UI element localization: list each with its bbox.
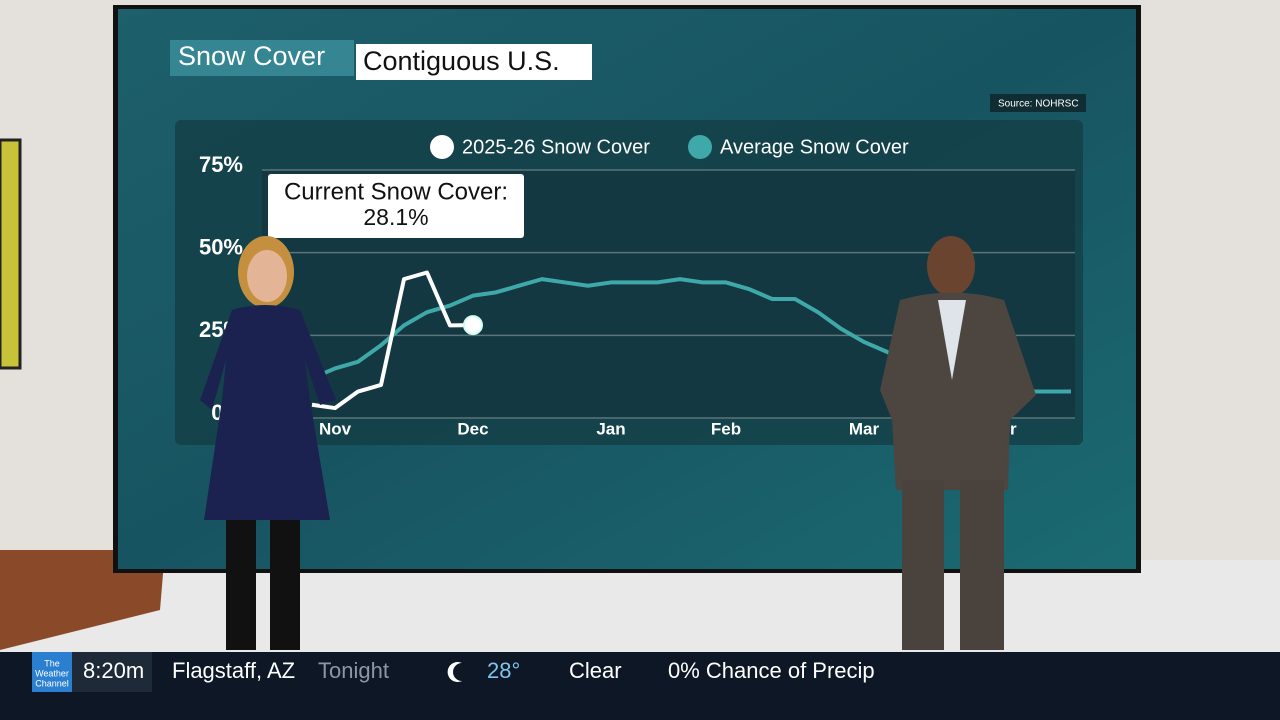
title-backdrop (170, 40, 354, 76)
presenter-right (880, 236, 1036, 650)
chart-subtitle: Contiguous U.S. (363, 46, 560, 76)
annotation-value: 28.1% (363, 204, 428, 230)
logo-text: The (44, 658, 60, 668)
y-tick-label: 75% (199, 152, 243, 177)
series-line (311, 270, 474, 411)
logo-text: Channel (35, 678, 69, 688)
ticker-precip: 0% Chance of Precip (668, 658, 875, 683)
presenter-left (200, 236, 336, 650)
current-point (463, 315, 483, 336)
annotation-title: Current Snow Cover: (284, 178, 508, 205)
legend-marker (688, 135, 712, 159)
ticker-time: 8:20m (83, 658, 144, 683)
ticker-location: Flagstaff, AZ (172, 658, 295, 683)
annotation-box (268, 174, 524, 238)
side-monitor (0, 138, 22, 370)
source-box (990, 94, 1086, 112)
ticker-bar (0, 652, 1280, 720)
ticker-period: Tonight (318, 658, 389, 683)
logo (32, 652, 72, 692)
source: Source: NOHRSC (998, 99, 1079, 110)
moon-icon (447, 662, 462, 682)
x-tick-label: Dec (457, 419, 488, 438)
ticker-temperature: 28° (487, 658, 520, 683)
y-tick-label: 50% (199, 234, 243, 259)
studio-floor (0, 560, 1280, 660)
legend-marker (430, 135, 454, 159)
x-tick-label: Mar (849, 419, 880, 438)
desk (0, 550, 165, 650)
legend-label: 2025-26 Snow Cover (462, 136, 650, 158)
x-tick-label: Feb (711, 419, 741, 438)
logo-text: Weather (35, 668, 69, 678)
ticker-condition: Clear (569, 658, 622, 683)
subtitle-box (356, 44, 592, 80)
chart-title: Snow Cover (178, 41, 325, 71)
annotation: Current Snow Cover: 28.1% (268, 174, 524, 238)
x-tick-label: Nov (319, 419, 352, 438)
time-box (72, 652, 152, 692)
x-tick-label: Jan (596, 419, 625, 438)
legend-label: Average Snow Cover (720, 136, 909, 158)
